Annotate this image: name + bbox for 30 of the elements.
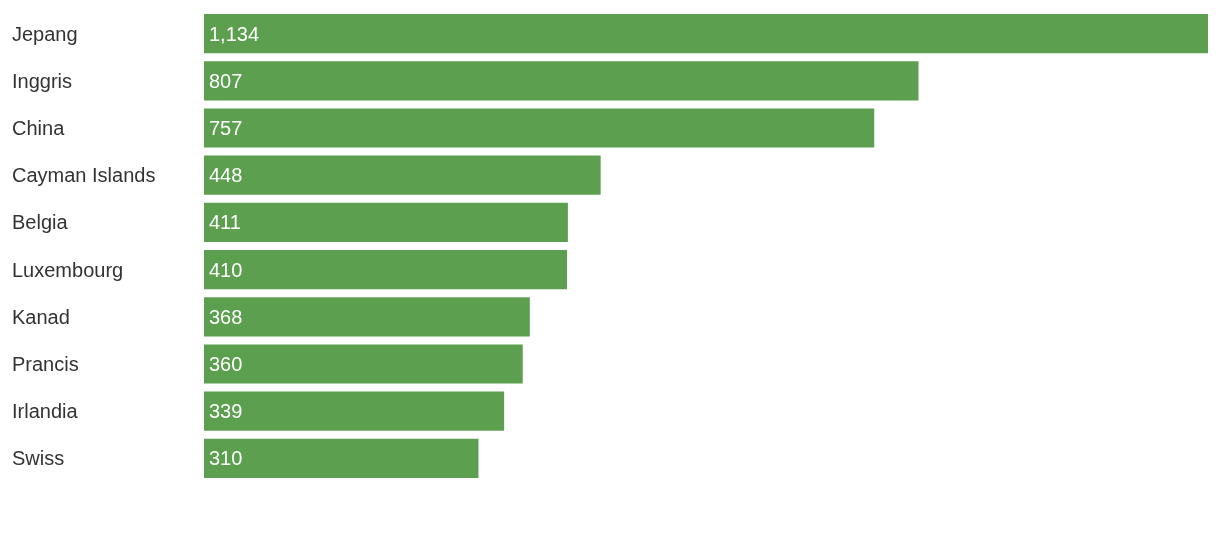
bar [204,438,479,478]
bar [204,108,875,148]
y-tick-label: Prancis [12,353,79,375]
bar [204,344,523,384]
data-label: 368 [209,305,243,328]
bar [204,14,1208,54]
data-label: 448 [209,164,243,187]
data-label: 757 [209,117,243,139]
y-tick-label: Jepang [12,22,78,45]
data-label: 310 [209,447,243,470]
y-tick-label: Belgia [12,211,69,234]
data-label: 1,134 [209,22,260,45]
data-label: 360 [209,353,243,375]
y-tick-label: Cayman Islands [12,164,156,187]
data-label: 410 [209,258,243,281]
y-tick-label: Irlandia [12,400,79,423]
bar [204,202,568,242]
bar [204,155,601,195]
bar [204,250,567,290]
data-label: 807 [209,69,243,92]
data-label: 411 [209,211,241,234]
y-tick-label: Kanad [12,305,70,328]
y-tick-label: Luxembourg [12,258,124,281]
y-tick-label: Inggris [12,69,73,92]
y-tick-label: Swiss [12,447,65,470]
bar [204,391,505,431]
bar [204,297,530,337]
bar [204,61,919,101]
y-tick-label: China [12,117,66,139]
data-label: 339 [209,400,243,423]
